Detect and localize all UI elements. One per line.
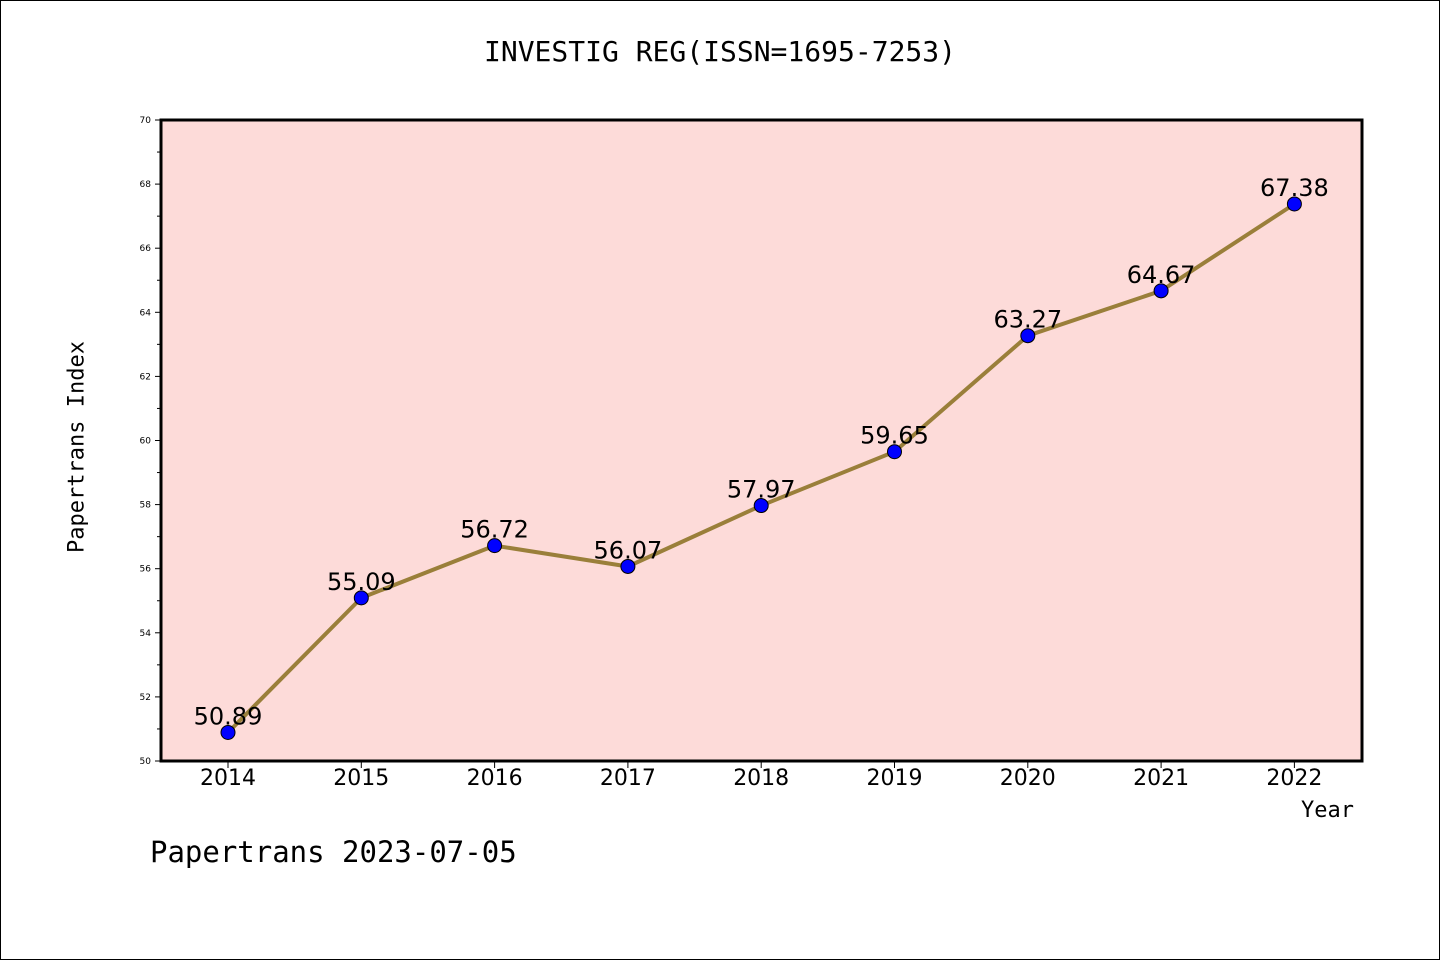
x-tick-label: 2021 [1133,766,1189,791]
x-tick-label: 2014 [200,766,256,791]
data-point [1286,196,1302,212]
data-point [753,498,769,514]
y-tick-label: 62 [140,372,151,382]
data-point [887,444,902,460]
x-tick-label: 2017 [600,766,656,791]
x-tick-label: 2015 [333,766,389,791]
data-point [620,558,636,574]
chart-title: INVESTIG REG(ISSN=1695-7253) [483,35,956,68]
y-tick-label: 70 [140,116,152,126]
y-tick-label: 66 [140,244,152,254]
data-label: 55.09 [327,568,396,596]
data-label: 63.27 [993,306,1062,334]
y-tick-label: 64 [140,308,152,318]
x-tick-label: 2020 [1000,766,1056,791]
y-tick-label: 60 [140,437,152,447]
data-label: 56.07 [594,536,663,564]
y-tick-label: 50 [140,757,152,767]
data-label: 59.65 [860,422,929,450]
data-label: 50.89 [194,702,263,730]
data-point [487,538,503,554]
data-label: 64.67 [1127,261,1196,289]
x-tick-label: 2019 [867,766,923,791]
x-tick-label: 2022 [1266,766,1322,791]
y-tick-label: 68 [140,180,152,190]
y-tick-label: 52 [140,693,151,703]
data-label: 56.72 [460,516,529,544]
data-point [353,590,369,606]
plot-frame [159,118,1364,763]
data-point [1020,328,1036,344]
data-point [1153,283,1169,299]
footer-credit: Papertrans 2023-07-05 [150,835,517,869]
y-tick-label: 54 [140,629,152,639]
plot-area [161,120,1362,761]
x-axis-label: Year [1301,798,1354,823]
data-label: 67.38 [1260,174,1329,202]
y-tick-label: 56 [140,565,152,575]
y-tick-label: 58 [140,501,152,511]
data-point [220,724,236,740]
x-tick-label: 2016 [467,766,523,791]
data-label: 57.97 [727,476,796,504]
x-tick-label: 2018 [733,766,789,791]
